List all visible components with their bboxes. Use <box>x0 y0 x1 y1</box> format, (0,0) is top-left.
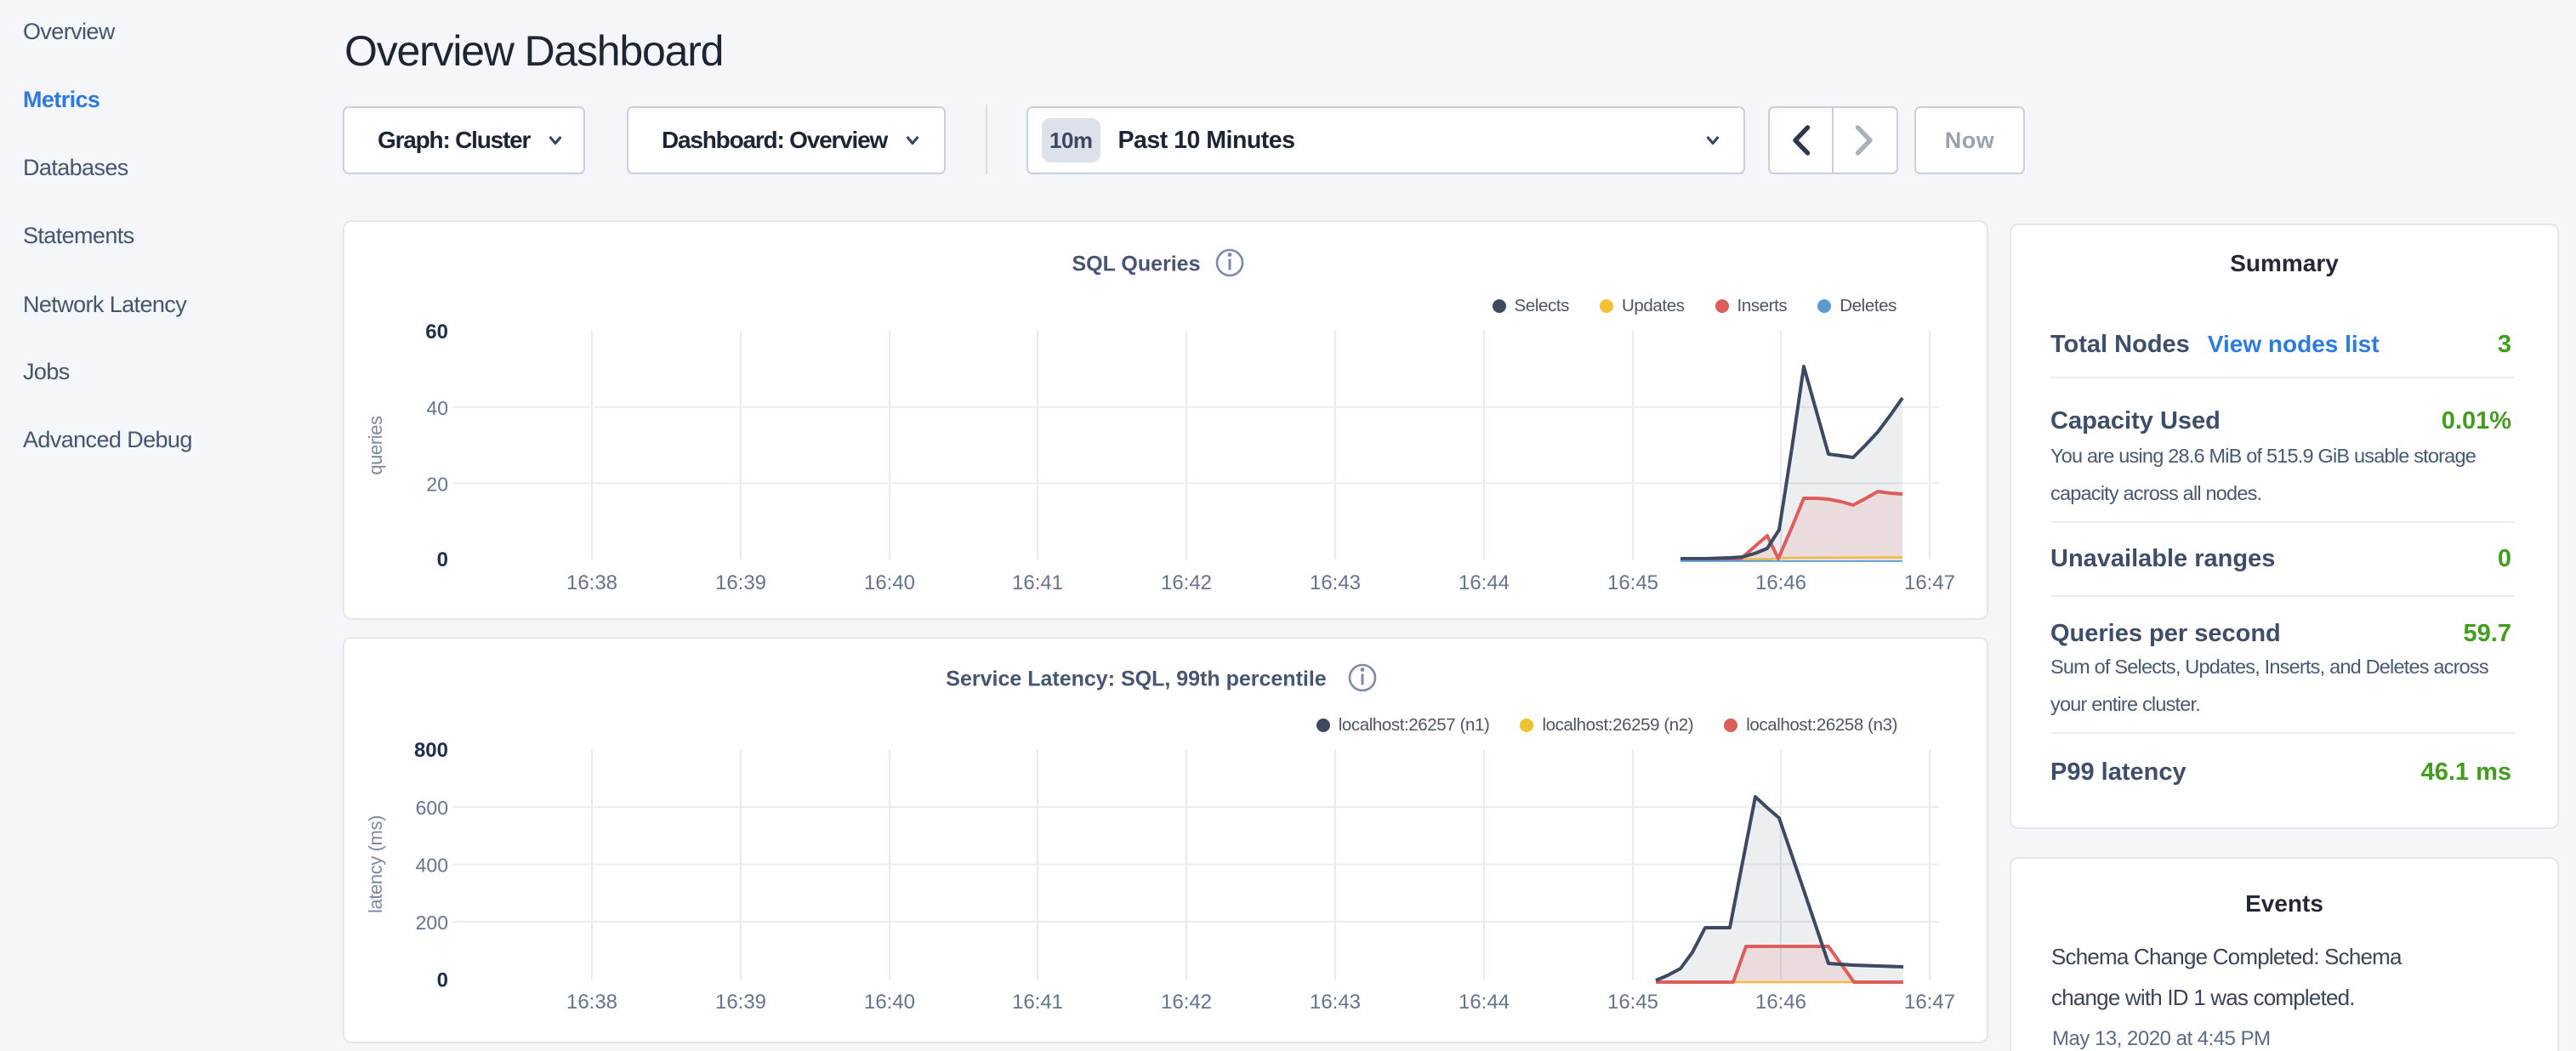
svg-text:16:43: 16:43 <box>1310 991 1361 1014</box>
svg-text:16:41: 16:41 <box>1012 991 1063 1014</box>
svg-text:16:39: 16:39 <box>715 991 766 1014</box>
svg-text:400: 400 <box>416 855 448 877</box>
svg-text:16:46: 16:46 <box>1755 991 1806 1014</box>
svg-text:20: 20 <box>426 474 448 496</box>
svg-text:16:46: 16:46 <box>1755 571 1806 594</box>
svg-text:latency (ms): latency (ms) <box>365 815 386 913</box>
svg-text:16:40: 16:40 <box>864 571 915 594</box>
svg-text:16:47: 16:47 <box>1904 991 1955 1014</box>
svg-text:queries: queries <box>365 416 386 475</box>
svg-text:SQL Queries: SQL Queries <box>1072 253 1201 276</box>
svg-text:16:45: 16:45 <box>1607 991 1658 1014</box>
svg-text:Service Latency: SQL, 99th per: Service Latency: SQL, 99th percentile <box>946 668 1326 691</box>
svg-text:40: 40 <box>426 397 448 419</box>
svg-text:16:45: 16:45 <box>1607 571 1658 594</box>
svg-text:16:41: 16:41 <box>1012 571 1063 594</box>
svg-text:16:39: 16:39 <box>715 571 766 594</box>
svg-text:16:40: 16:40 <box>864 991 915 1014</box>
svg-text:60: 60 <box>425 321 448 344</box>
svg-text:16:38: 16:38 <box>566 991 617 1014</box>
svg-text:16:44: 16:44 <box>1459 571 1510 594</box>
svg-text:16:42: 16:42 <box>1161 991 1212 1014</box>
svg-text:16:47: 16:47 <box>1904 571 1955 594</box>
svg-text:16:44: 16:44 <box>1459 991 1510 1014</box>
svg-text:0: 0 <box>437 969 448 992</box>
svg-text:16:42: 16:42 <box>1161 571 1212 594</box>
svg-text:0: 0 <box>437 548 448 571</box>
svg-text:16:43: 16:43 <box>1310 571 1361 594</box>
svg-text:800: 800 <box>414 739 448 762</box>
svg-text:200: 200 <box>416 912 448 934</box>
svg-text:16:38: 16:38 <box>566 571 617 594</box>
svg-text:600: 600 <box>416 797 448 819</box>
